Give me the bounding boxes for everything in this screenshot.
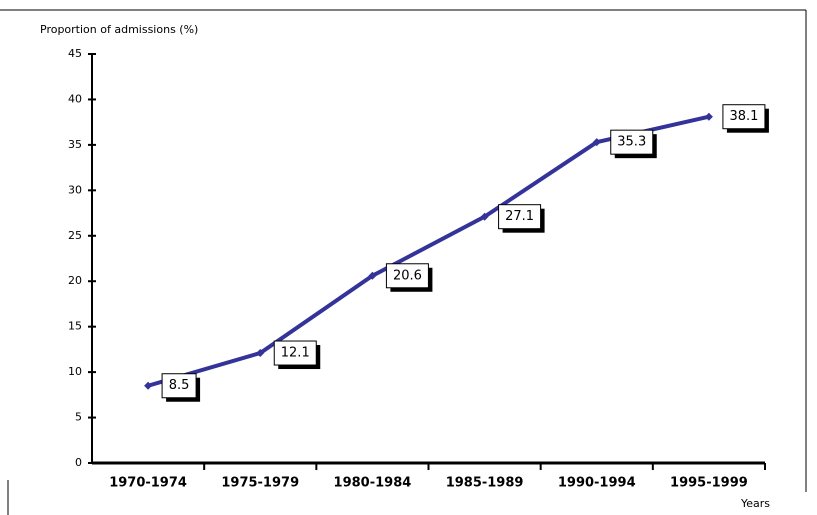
- label-box: [722, 104, 766, 130]
- point: [256, 349, 265, 358]
- y-tick-label: 15: [68, 320, 82, 333]
- point: [144, 381, 153, 390]
- y-tick-label: 10: [68, 365, 82, 378]
- x-tick-label: 1995-1999: [670, 476, 748, 491]
- y-tick-label: 40: [68, 92, 82, 105]
- point: [480, 212, 489, 221]
- x-tick-label: 1985-1989: [446, 476, 524, 491]
- y-tick-label: 30: [68, 183, 82, 196]
- point: [368, 271, 377, 280]
- label-box: [273, 340, 317, 366]
- y-tick-label: 20: [68, 274, 82, 287]
- label-box: [161, 373, 197, 399]
- y-tick-label: 0: [75, 456, 82, 469]
- y-tick-label: 35: [68, 138, 82, 151]
- x-tick-label: 1970-1974: [109, 476, 187, 491]
- y-tick-label: 5: [75, 411, 82, 424]
- x-tick-label: 1975-1979: [221, 476, 299, 491]
- point: [592, 138, 601, 147]
- data-label: 12.1: [281, 346, 310, 361]
- point: [704, 112, 713, 121]
- x-tick-label: 1980-1984: [334, 476, 412, 491]
- data-label: 35.3: [617, 135, 646, 150]
- label-box: [498, 204, 542, 230]
- y-tick-label: 45: [68, 47, 82, 60]
- data-label: 8.5: [169, 378, 190, 393]
- label-box: [385, 263, 429, 289]
- data-label: 38.1: [729, 109, 758, 124]
- data-label: 20.6: [393, 268, 422, 283]
- y-tick-label: 25: [68, 229, 82, 242]
- y-axis-label: Proportion of admissions (%): [40, 23, 198, 36]
- label-box: [610, 129, 654, 155]
- data-label: 27.1: [505, 209, 534, 224]
- x-axis-label: Years: [740, 497, 770, 510]
- x-tick-label: 1990-1994: [558, 476, 636, 491]
